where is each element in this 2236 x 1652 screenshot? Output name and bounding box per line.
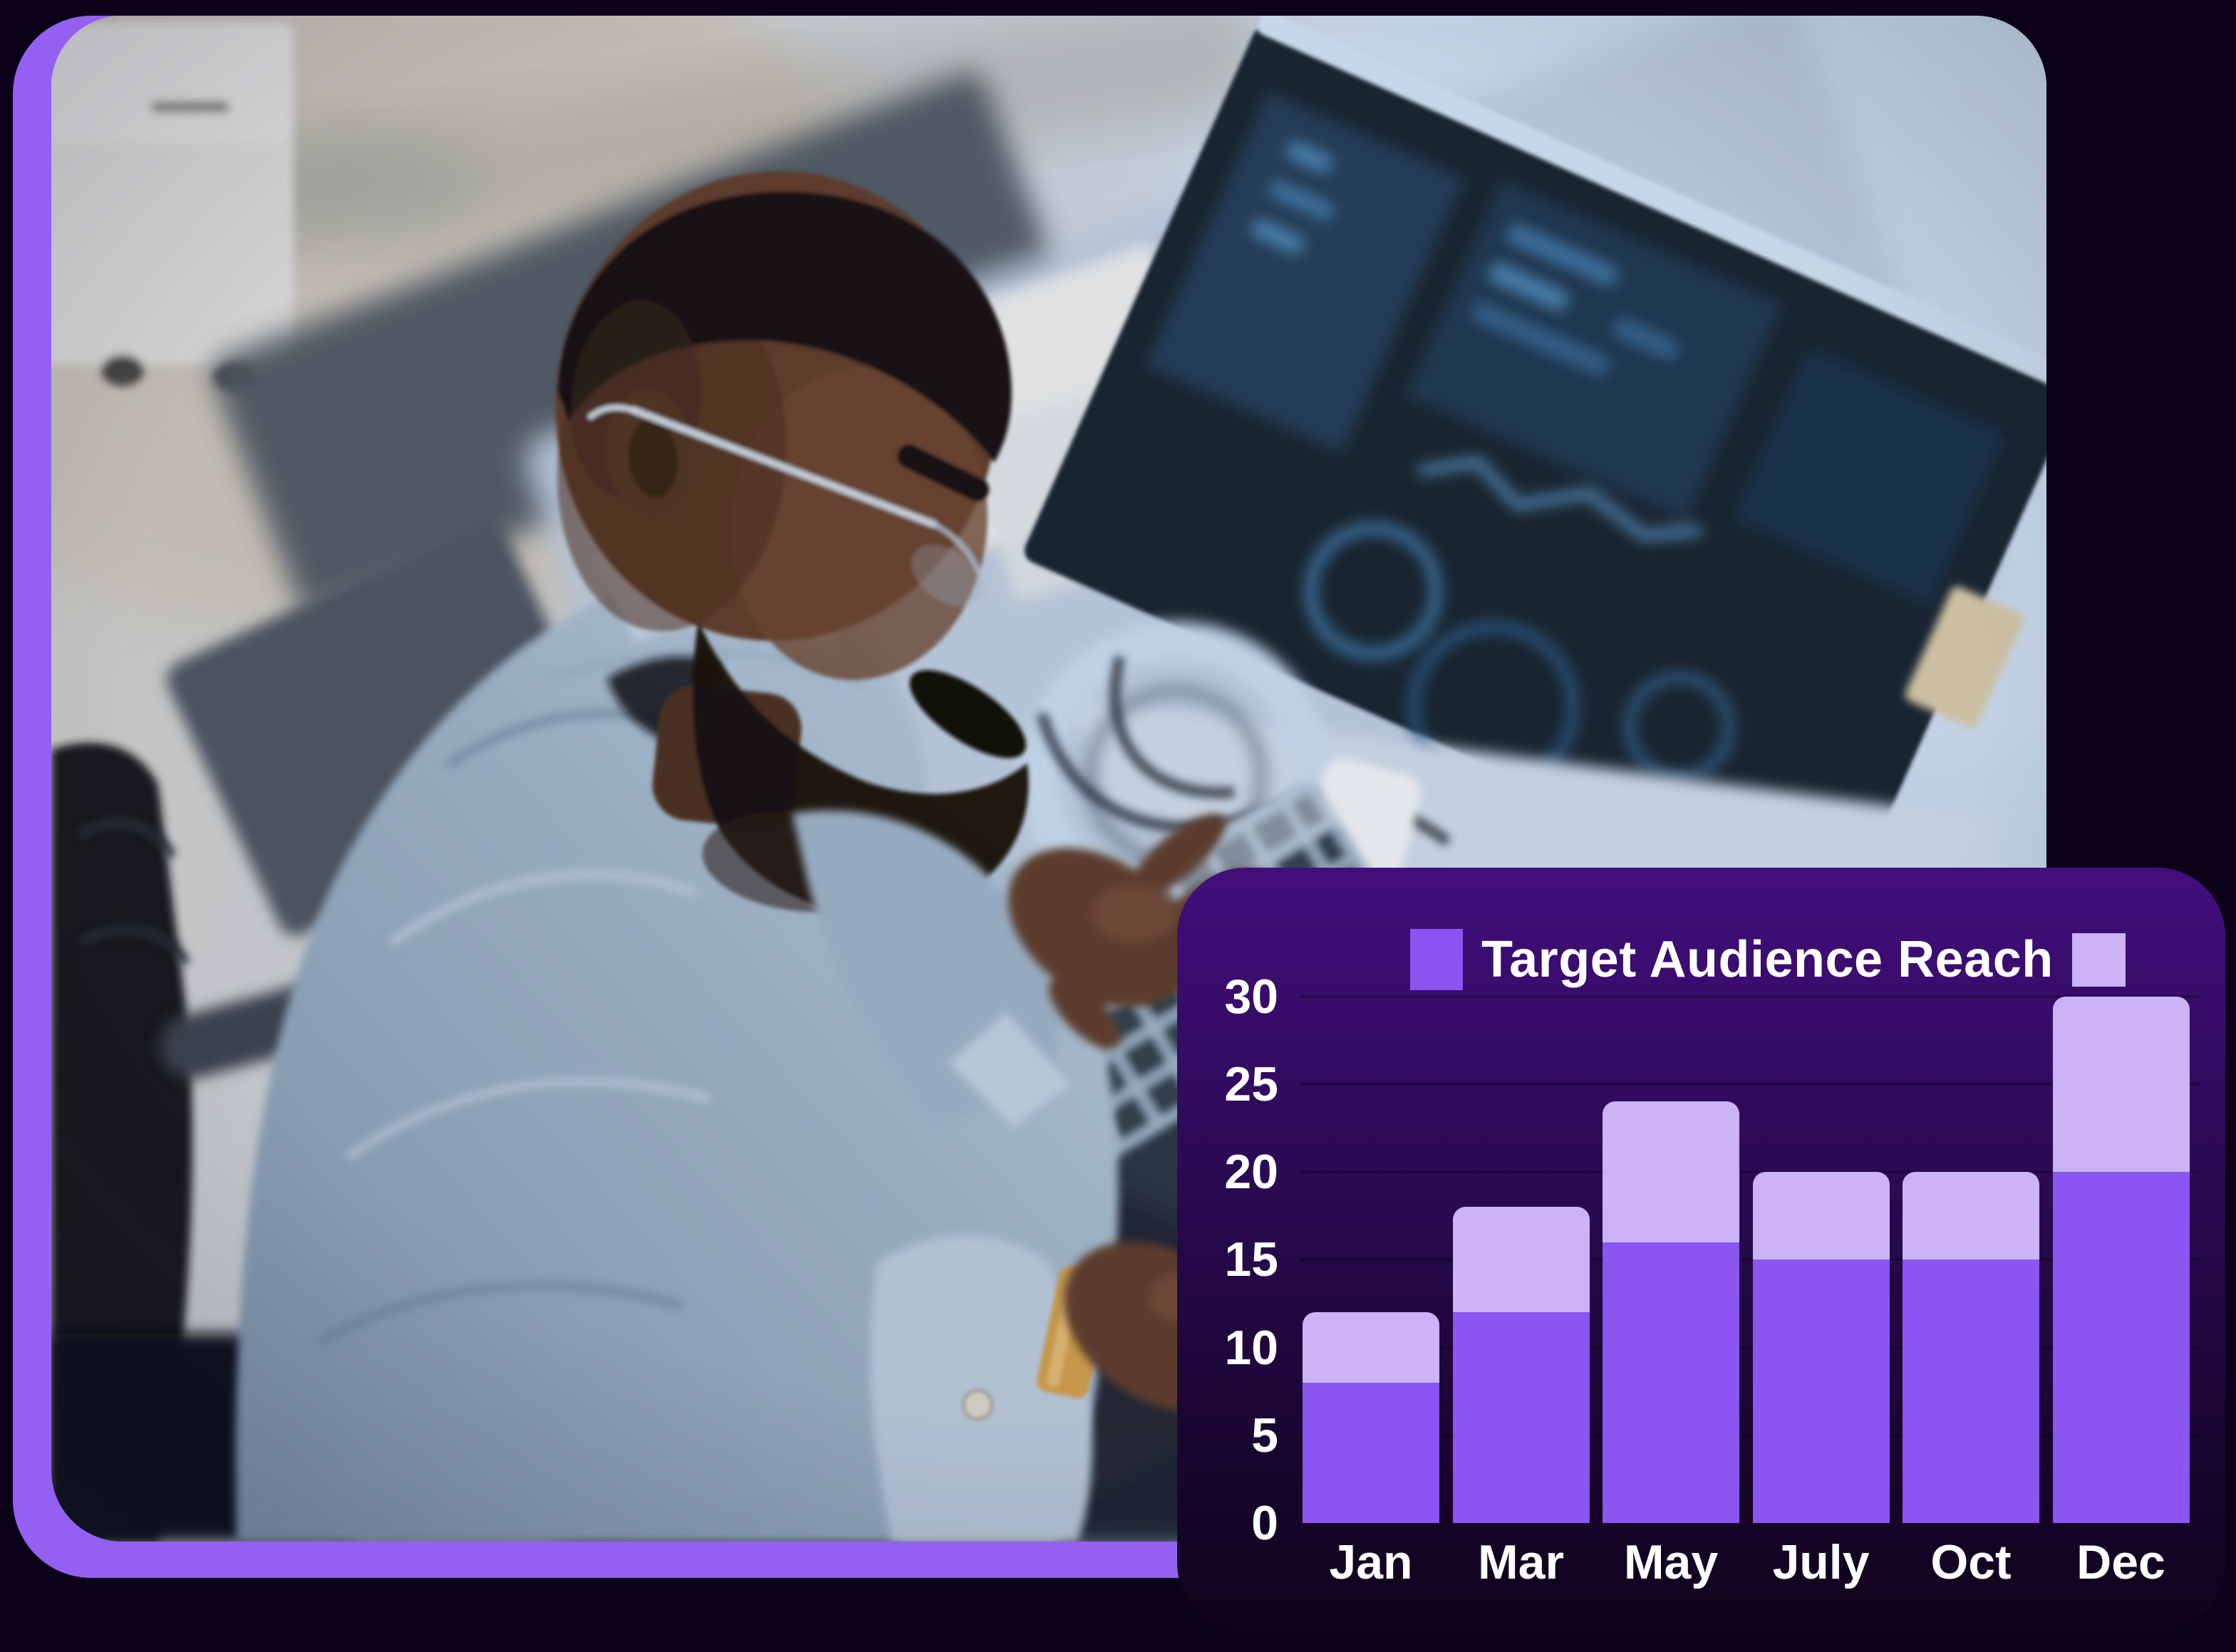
gridline xyxy=(1300,1170,2199,1173)
y-axis-tick-label: 5 xyxy=(1251,1408,1278,1463)
workspace-photo xyxy=(51,16,2046,1542)
bar-segment-primary-may xyxy=(1603,1242,1739,1523)
y-axis-tick-label: 15 xyxy=(1224,1232,1278,1287)
bar-segment-secondary-may xyxy=(1603,1101,1739,1242)
gridline xyxy=(1300,1258,2199,1262)
chart-title: Target Audience Reach xyxy=(1481,931,2054,988)
bar-segment-primary-july xyxy=(1752,1259,1890,1523)
bar-segment-secondary-dec xyxy=(2052,996,2190,1172)
bar-segment-secondary-oct xyxy=(1903,1172,2039,1260)
y-axis-tick-label: 10 xyxy=(1224,1320,1278,1375)
legend-swatch-secondary-icon xyxy=(2071,933,2126,987)
chart-panel: Target Audience Reach 0 5 10 15 20 25 30 Jan Mar… xyxy=(1177,868,2225,1631)
x-axis-label-mar: Mar xyxy=(1478,1535,1564,1589)
y-axis-tick-label: 30 xyxy=(1224,969,1278,1024)
gridline xyxy=(1300,994,2199,998)
gridline xyxy=(1300,1433,2199,1437)
bar-segment-secondary-mar xyxy=(1452,1207,1590,1313)
y-axis-tick-label: 25 xyxy=(1224,1056,1278,1111)
x-axis-label-may: May xyxy=(1623,1535,1719,1589)
chart-header: Target Audience Reach xyxy=(1410,929,2126,990)
x-axis-label-jan: Jan xyxy=(1329,1535,1413,1589)
bar-segment-secondary-jan xyxy=(1303,1312,1439,1383)
legend-swatch-primary-icon xyxy=(1410,929,1463,990)
workspace-photo-illustration xyxy=(51,16,2046,1542)
bar-segment-primary-dec xyxy=(2052,1172,2190,1523)
gridline xyxy=(1300,1082,2199,1086)
bar-segment-primary-oct xyxy=(1903,1259,2039,1523)
bar-segment-secondary-july xyxy=(1752,1172,1890,1260)
x-axis-label-dec: Dec xyxy=(2076,1535,2165,1589)
bar-segment-primary-jan xyxy=(1303,1382,1439,1523)
y-axis-tick-label: 0 xyxy=(1251,1496,1278,1550)
x-axis-label-july: July xyxy=(1772,1535,1870,1589)
x-axis-label-oct: Oct xyxy=(1930,1535,2012,1589)
bar-segment-primary-mar xyxy=(1452,1312,1590,1523)
y-axis-tick-label: 20 xyxy=(1224,1145,1278,1199)
bar-chart-plot: 0 5 10 15 20 25 30 Jan Mar May July Oct Dec xyxy=(1177,868,2225,1631)
gridline xyxy=(1300,1346,2199,1349)
